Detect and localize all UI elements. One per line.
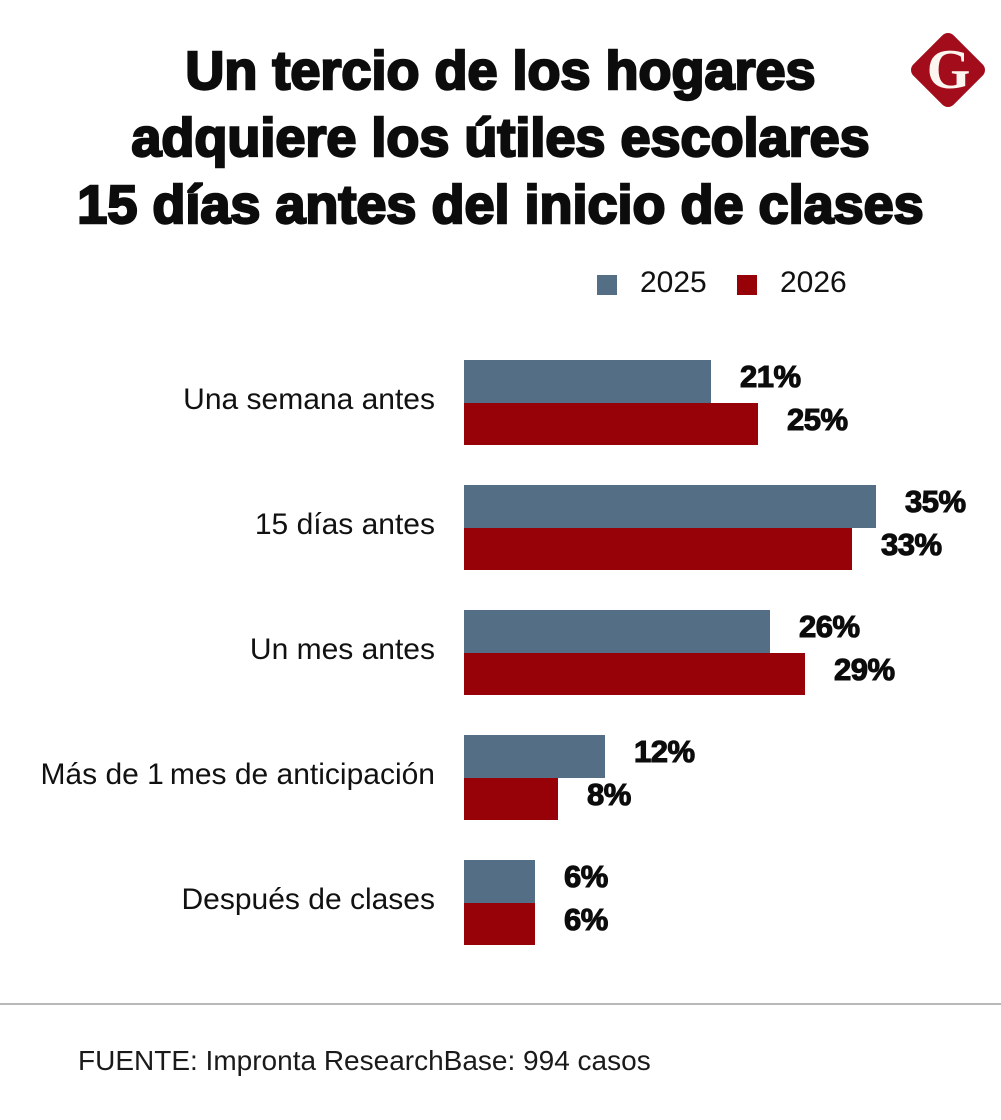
svg-text:G: G (927, 39, 971, 101)
